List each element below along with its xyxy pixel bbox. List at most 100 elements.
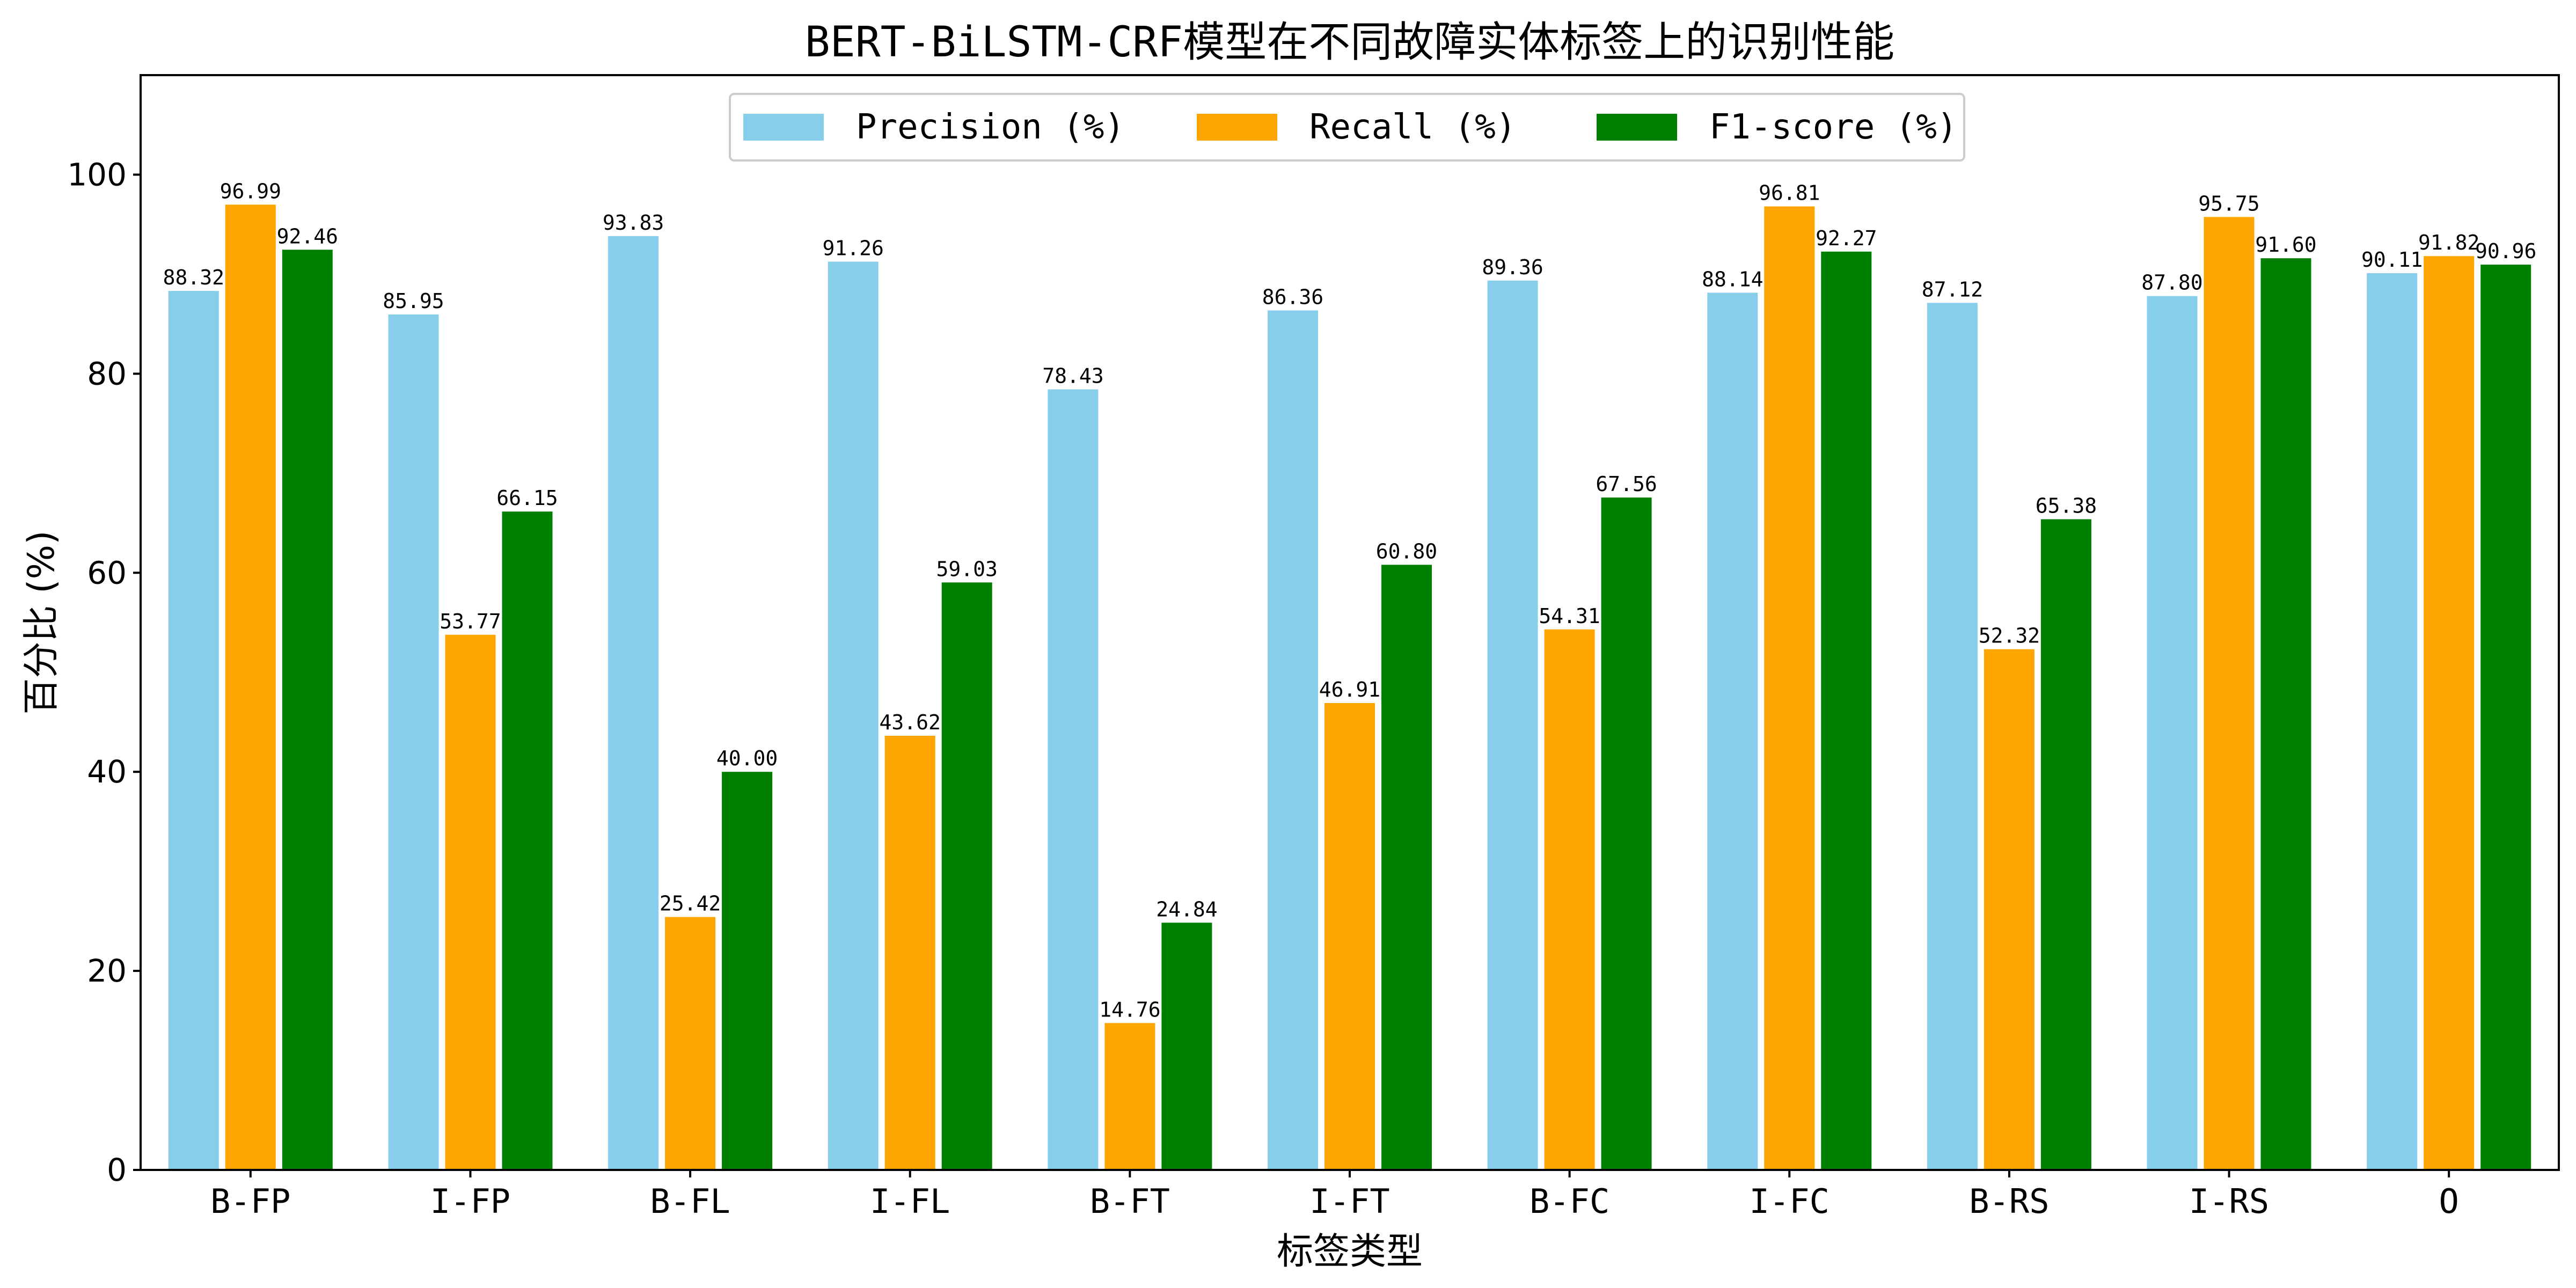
x-tick-label: I-FT bbox=[1309, 1182, 1389, 1221]
data-label: 91.26 bbox=[823, 237, 884, 260]
bar-i-fc-series-0 bbox=[1707, 292, 1758, 1170]
x-tick-label: I-FP bbox=[430, 1182, 510, 1221]
y-tick-label: 40 bbox=[87, 753, 127, 790]
bar-b-fp-series-0 bbox=[168, 291, 219, 1170]
data-label: 93.83 bbox=[603, 211, 664, 235]
legend-box bbox=[729, 93, 1965, 162]
data-label: 91.60 bbox=[2255, 233, 2316, 257]
x-tick-label: I-FC bbox=[1750, 1182, 1829, 1221]
y-tick-label: 100 bbox=[67, 156, 127, 193]
data-label: 95.75 bbox=[2198, 192, 2259, 215]
data-label: 24.84 bbox=[1156, 897, 1217, 921]
data-label: 60.80 bbox=[1376, 539, 1437, 563]
bars-layer bbox=[168, 204, 2531, 1170]
data-label: 85.95 bbox=[383, 289, 444, 313]
bar-i-fc-series-1 bbox=[1764, 206, 1815, 1170]
data-label: 14.76 bbox=[1099, 998, 1160, 1021]
legend-label: Precision (%) bbox=[856, 107, 1125, 147]
x-axis: B-FP I-FP B-FL I-FL B-FT I-FT B-FC I-FC B-RS I-RS… bbox=[210, 1170, 2459, 1221]
bar-i-fl-series-0 bbox=[828, 261, 879, 1170]
bar-b-rs-series-0 bbox=[1927, 303, 1978, 1170]
bar-b-ft-series-2 bbox=[1161, 923, 1212, 1170]
bar-b-rs-series-1 bbox=[1984, 649, 2035, 1170]
x-tick-label: I-RS bbox=[2189, 1182, 2269, 1221]
bar-i-fl-series-1 bbox=[884, 736, 935, 1170]
bar-b-rs-series-2 bbox=[2040, 519, 2091, 1170]
data-label: 59.03 bbox=[936, 557, 998, 581]
legend-swatch bbox=[1197, 114, 1277, 141]
y-tick-label: 0 bbox=[107, 1152, 127, 1188]
x-tick-label: B-FT bbox=[1090, 1182, 1170, 1221]
data-label: 90.11 bbox=[2361, 248, 2423, 272]
data-label: 43.62 bbox=[880, 711, 941, 734]
y-tick-label: 20 bbox=[87, 953, 127, 989]
data-label: 66.15 bbox=[496, 486, 558, 510]
data-label: 87.80 bbox=[2141, 271, 2202, 295]
x-tick-label: B-FL bbox=[650, 1182, 730, 1221]
data-label: 88.14 bbox=[1702, 267, 1763, 291]
data-label: 92.46 bbox=[277, 224, 338, 248]
bar-i-rs-series-1 bbox=[2204, 217, 2255, 1170]
bar-b-ft-series-1 bbox=[1104, 1023, 1155, 1170]
data-label: 65.38 bbox=[2036, 494, 2097, 518]
data-label: 78.43 bbox=[1042, 364, 1103, 388]
data-label: 89.36 bbox=[1482, 255, 1543, 279]
data-label: 88.32 bbox=[163, 266, 224, 289]
legend-label: Recall (%) bbox=[1309, 107, 1516, 147]
bar-o-series-1 bbox=[2424, 256, 2475, 1170]
data-label: 53.77 bbox=[440, 610, 501, 633]
y-axis-label: 百分比 (%) bbox=[20, 530, 63, 714]
value-labels-layer: 88.32 96.99 92.46 85.95 53.77 66.15 93.83 25.42… bbox=[163, 179, 2537, 1021]
data-label: 67.56 bbox=[1596, 472, 1657, 496]
bar-b-fp-series-2 bbox=[282, 250, 333, 1170]
bar-i-rs-series-2 bbox=[2260, 258, 2311, 1170]
y-tick-label: 60 bbox=[87, 554, 127, 591]
x-tick-label: O bbox=[2439, 1182, 2459, 1221]
y-tick-label: 80 bbox=[87, 355, 127, 392]
data-label: 92.27 bbox=[1816, 226, 1877, 250]
legend: Precision (%) Recall (%) F1-score (%) bbox=[729, 93, 1965, 162]
data-label: 52.32 bbox=[1979, 624, 2040, 648]
bar-i-ft-series-0 bbox=[1268, 310, 1318, 1170]
data-label: 54.31 bbox=[1539, 604, 1600, 628]
legend-label: F1-score (%) bbox=[1709, 107, 1957, 147]
legend-swatch bbox=[743, 114, 824, 141]
legend-swatch bbox=[1597, 114, 1677, 141]
x-axis-label: 标签类型 bbox=[1277, 1231, 1423, 1273]
bar-i-ft-series-2 bbox=[1381, 565, 1432, 1170]
bar-i-rs-series-0 bbox=[2147, 296, 2198, 1170]
data-label: 40.00 bbox=[716, 747, 778, 770]
bar-i-fp-series-2 bbox=[502, 511, 553, 1170]
data-label: 91.82 bbox=[2418, 231, 2479, 254]
bar-i-fp-series-0 bbox=[388, 314, 439, 1170]
y-axis: 0 20 40 60 80 100 bbox=[67, 156, 141, 1188]
bar-b-fp-series-1 bbox=[225, 204, 276, 1170]
bar-o-series-2 bbox=[2480, 265, 2531, 1170]
bar-o-series-0 bbox=[2367, 273, 2418, 1170]
data-label: 46.91 bbox=[1319, 678, 1380, 701]
x-tick-label: B-RS bbox=[1969, 1182, 2049, 1221]
bar-b-ft-series-0 bbox=[1048, 389, 1099, 1170]
bar-i-ft-series-1 bbox=[1324, 703, 1375, 1170]
bar-i-fp-series-1 bbox=[445, 634, 496, 1170]
bar-i-fl-series-2 bbox=[941, 582, 992, 1170]
bar-b-fl-series-1 bbox=[665, 917, 716, 1170]
bar-b-fl-series-0 bbox=[608, 236, 659, 1170]
x-tick-label: B-FP bbox=[210, 1182, 290, 1221]
legend-items: Precision (%) Recall (%) F1-score (%) bbox=[743, 107, 1957, 147]
x-tick-label: B-FC bbox=[1529, 1182, 1609, 1221]
data-label: 90.96 bbox=[2475, 239, 2536, 263]
bar-i-fc-series-2 bbox=[1821, 251, 1872, 1170]
data-label: 96.81 bbox=[1759, 181, 1820, 205]
data-label: 25.42 bbox=[660, 892, 721, 916]
bar-b-fl-series-2 bbox=[722, 772, 773, 1170]
data-label: 86.36 bbox=[1262, 285, 1323, 309]
data-label: 96.99 bbox=[220, 179, 281, 203]
x-tick-label: I-FL bbox=[870, 1182, 950, 1221]
bar-b-fc-series-0 bbox=[1487, 280, 1538, 1170]
bar-b-fc-series-2 bbox=[1601, 497, 1652, 1170]
bar-b-fc-series-1 bbox=[1544, 629, 1595, 1170]
chart-title: BERT-BiLSTM-CRF模型在不同故障实体标签上的识别性能 bbox=[805, 18, 1894, 67]
